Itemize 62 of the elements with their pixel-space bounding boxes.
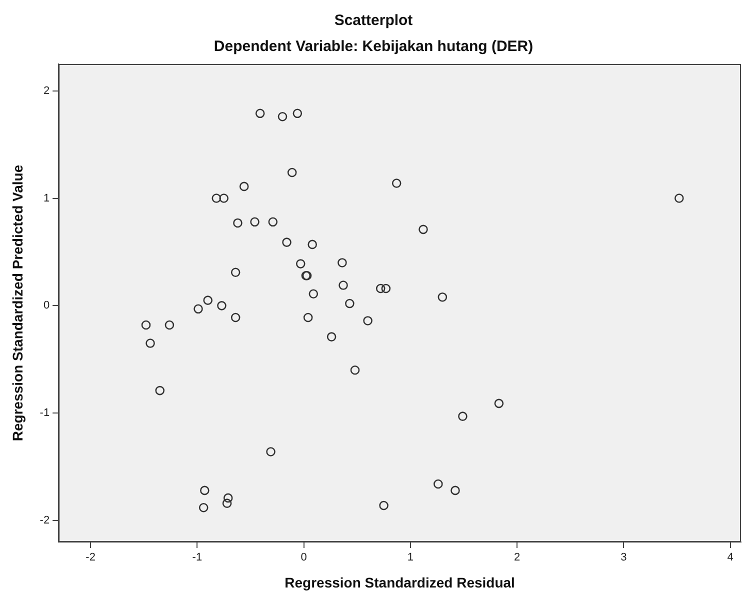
point (379, 500, 388, 510)
point (200, 486, 210, 496)
y-tick-label: -1 (40, 407, 50, 420)
point (194, 304, 203, 314)
chart-subtitle: Dependent Variable: Kebijakan hutang (DER) (214, 38, 534, 56)
point (146, 338, 155, 348)
point (222, 498, 232, 508)
point (458, 412, 468, 421)
point (223, 493, 233, 503)
point (230, 312, 240, 322)
point (217, 301, 226, 310)
point (434, 479, 443, 489)
point (438, 292, 448, 302)
point (292, 108, 302, 118)
point (141, 320, 151, 330)
point (266, 447, 276, 456)
point (303, 312, 313, 322)
point (203, 296, 213, 305)
point (392, 178, 402, 188)
x-tick-label: 1 (407, 552, 414, 564)
point (308, 240, 318, 250)
y-tick-label: 0 (43, 300, 50, 312)
x-tick-label: 2 (514, 552, 520, 564)
x-axis-title: Regression Standardized Residual (284, 574, 515, 590)
x-tick-label: -1 (192, 552, 202, 564)
point (287, 168, 297, 178)
point (233, 218, 242, 228)
x-tick-label: 3 (620, 552, 627, 564)
x-tick-label: 4 (727, 552, 734, 564)
point (278, 112, 288, 122)
point (198, 502, 208, 512)
point (376, 284, 386, 294)
point (268, 217, 278, 227)
point (239, 182, 249, 192)
x-tick-label: -2 (86, 552, 96, 564)
point (255, 108, 265, 118)
point (363, 316, 372, 326)
y-tick-label: 1 (43, 192, 50, 204)
point (219, 194, 229, 203)
chart-title: Scatterplot (334, 12, 413, 30)
point (345, 298, 354, 308)
point (164, 320, 174, 330)
x-tick-label: 0 (300, 552, 307, 564)
point (296, 259, 306, 268)
point (250, 217, 260, 227)
point (381, 284, 391, 294)
y-tick-label: 2 (43, 84, 50, 97)
point (350, 365, 360, 375)
point (326, 332, 336, 342)
point (418, 224, 428, 234)
point (338, 258, 347, 268)
point (230, 268, 240, 278)
point (494, 398, 504, 408)
y-axis-title: Regression Standardized Predicted Value (9, 164, 26, 442)
point (338, 280, 348, 290)
point (674, 194, 684, 203)
point (282, 238, 292, 247)
point (308, 289, 318, 299)
point (212, 194, 222, 203)
y-tick-label: -2 (40, 514, 50, 527)
point (450, 486, 460, 496)
point (155, 386, 165, 396)
